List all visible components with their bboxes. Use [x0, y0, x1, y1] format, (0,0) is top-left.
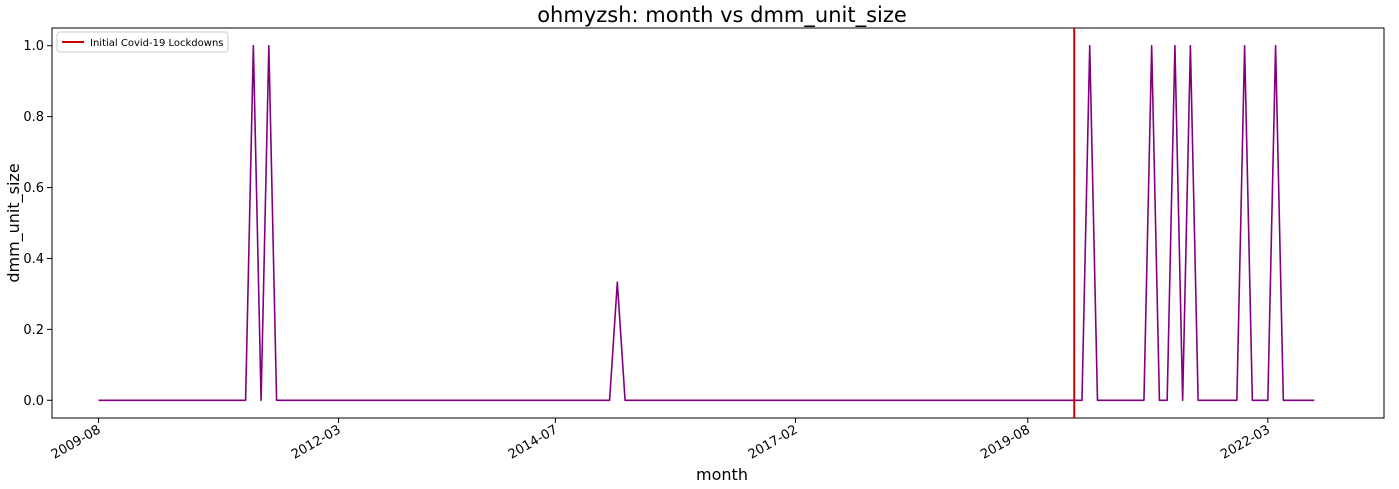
y-tick-label: 1.0 [23, 39, 44, 54]
y-tick-label: 0.8 [23, 110, 44, 125]
x-tick-label: 2022-03 [1218, 422, 1273, 462]
x-tick-label: 2017-02 [746, 422, 801, 462]
y-axis: 0.0 0.2 0.4 0.6 0.8 1.0 [23, 39, 52, 409]
y-axis-label: dmm_unit_size [4, 163, 24, 282]
y-tick-label: 0.6 [23, 181, 44, 196]
plot-area [51, 27, 1385, 419]
y-tick-label: 0.2 [23, 323, 44, 338]
plot-frame [51, 27, 1385, 419]
y-tick-label: 0.0 [23, 394, 44, 409]
x-tick-label: 2019-08 [978, 422, 1033, 462]
legend-entry-lockdown: Initial Covid-19 Lockdowns [90, 38, 224, 49]
x-tick-label: 2014-07 [506, 422, 561, 462]
x-axis-label: month [696, 465, 748, 484]
x-tick-label: 2012-03 [289, 422, 344, 462]
x-axis: 2009-08 2012-03 2014-07 2017-02 2019-08 2022-… [49, 418, 1273, 463]
chart-title: ohmyzsh: month vs dmm_unit_size [537, 3, 907, 28]
legend: Initial Covid-19 Lockdowns [56, 31, 229, 53]
legend-box [56, 31, 229, 53]
x-tick-label: 2009-08 [49, 422, 104, 462]
y-tick-label: 0.4 [23, 252, 44, 267]
series-line [98, 44, 1315, 402]
